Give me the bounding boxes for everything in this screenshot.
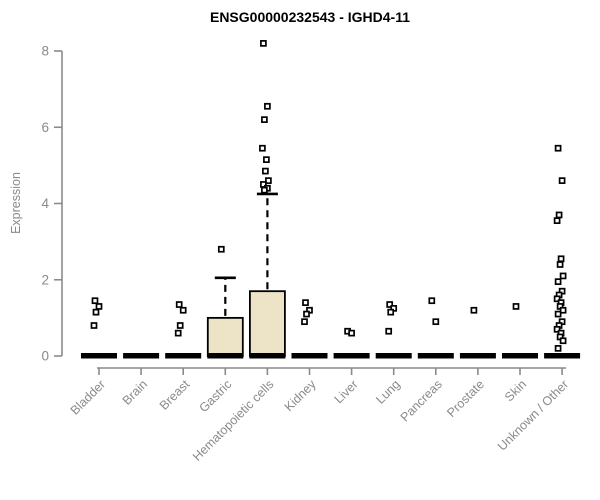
x-tick-label: Lung <box>373 377 403 407</box>
x-tick-label: Bladder <box>68 377 108 417</box>
x-tick-label: Pancreas <box>398 377 445 424</box>
median-bar <box>333 353 370 359</box>
x-tick-label: Liver <box>332 377 361 406</box>
x-tick-label: Prostate <box>444 377 487 420</box>
x-tick-label: Gastric <box>197 377 235 415</box>
outlier-point <box>470 306 478 314</box>
outlier-point <box>554 345 562 352</box>
y-tick-label: 6 <box>41 120 49 135</box>
outlier-point <box>261 186 268 194</box>
median-bar <box>123 353 160 359</box>
outlier-point <box>302 299 309 306</box>
x-tick-label: Brain <box>120 377 151 408</box>
outlier-point <box>301 318 308 326</box>
outlier-point <box>559 272 567 280</box>
outlier-point <box>387 308 395 316</box>
median-bar <box>291 353 328 359</box>
outlier-point <box>558 177 566 184</box>
x-tick-label: Skin <box>502 377 529 404</box>
median-bar <box>249 353 286 359</box>
median-bar <box>417 353 454 359</box>
outlier-point <box>179 306 187 314</box>
outlier-point <box>261 116 268 123</box>
outlier-point <box>512 303 520 310</box>
outlier-point <box>554 310 562 318</box>
outlier-point <box>553 295 561 303</box>
x-tick-label: Kidney <box>282 377 319 414</box>
outlier-point <box>559 306 567 314</box>
median-bar <box>207 353 244 359</box>
y-tick-label: 2 <box>41 272 49 287</box>
median-bar <box>502 353 538 359</box>
outlier-point <box>385 327 393 335</box>
outlier-point <box>259 144 266 152</box>
outlier-point <box>90 322 98 329</box>
outlier-point <box>303 310 310 318</box>
y-tick-label: 4 <box>41 196 49 211</box>
median-bar <box>81 353 117 359</box>
outlier-point <box>555 211 563 219</box>
outlier-point <box>554 278 562 286</box>
outlier-point <box>91 297 99 305</box>
outlier-point <box>263 156 270 164</box>
box-rect <box>248 290 286 357</box>
outlier-point <box>348 329 355 337</box>
outlier-point <box>262 167 269 175</box>
outlier-point <box>428 297 436 305</box>
outlier-point <box>386 301 394 308</box>
outlier-point <box>557 255 565 263</box>
median-bar <box>165 353 202 359</box>
outlier-point <box>217 245 225 253</box>
x-tick-label: Hematopoietic cells <box>190 377 277 464</box>
outlier-point <box>556 261 564 268</box>
chart-title: ENSG00000232543 - IGHD4-11 <box>209 9 410 25</box>
outlier-point <box>92 308 100 316</box>
outlier-point <box>264 102 271 110</box>
x-tick-label: Breast <box>157 377 193 413</box>
outlier-point <box>553 325 561 333</box>
outlier-point <box>554 144 562 152</box>
median-bar <box>459 353 496 359</box>
outlier-point <box>174 329 182 337</box>
y-tick-label: 8 <box>41 44 49 59</box>
box-rect <box>206 316 244 357</box>
outlier-point <box>95 303 103 310</box>
outlier-point <box>260 40 267 47</box>
outlier-point <box>432 318 440 326</box>
median-bar <box>375 353 412 359</box>
outlier-point <box>175 301 183 308</box>
outlier-point <box>559 337 567 345</box>
outlier-point <box>553 217 561 225</box>
y-tick-label: 0 <box>41 349 49 364</box>
outlier-point <box>176 322 184 329</box>
outlier-point <box>265 177 272 184</box>
median-bar <box>544 353 581 359</box>
